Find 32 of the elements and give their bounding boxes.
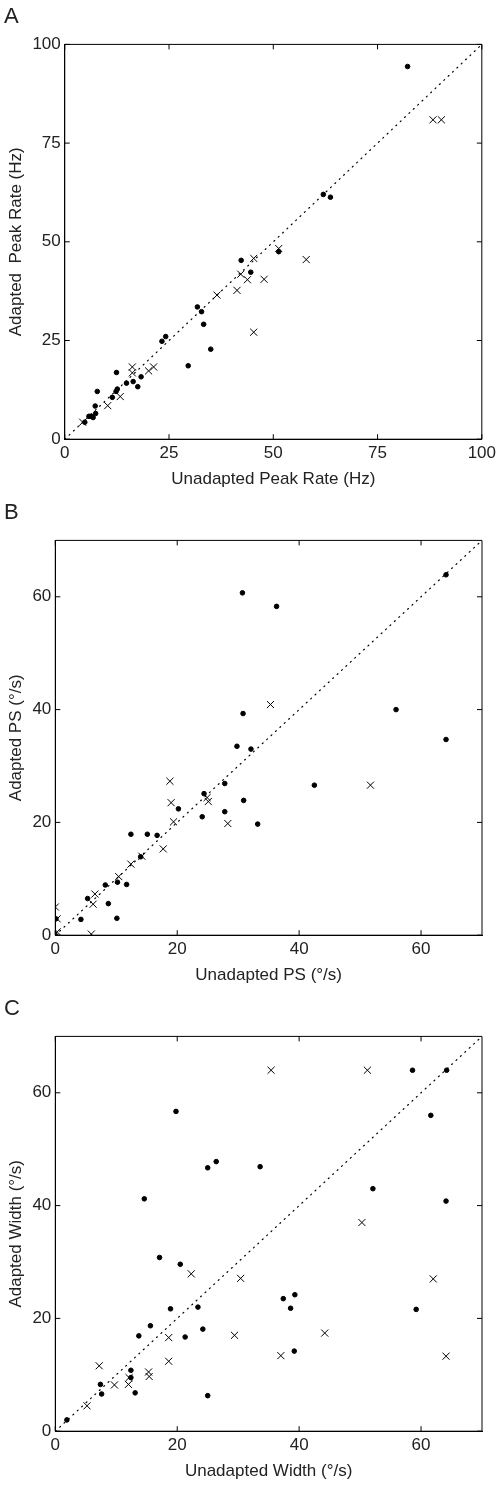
y-tick-label: 50 bbox=[41, 231, 61, 251]
y-tick-label: 60 bbox=[32, 1082, 52, 1102]
chart-title: C bbox=[4, 995, 20, 1021]
y-axis-title: Adapted Width (°/s) bbox=[5, 1160, 25, 1308]
x-axis-title: Unadapted Peak Rate (Hz) bbox=[171, 469, 376, 489]
chart-title: A bbox=[4, 3, 19, 29]
x-tick-label: 75 bbox=[368, 443, 388, 463]
x-axis-title: Unadapted PS (°/s) bbox=[195, 965, 342, 985]
x-tick-label: 60 bbox=[411, 1435, 431, 1455]
y-tick-label: 0 bbox=[41, 1420, 52, 1440]
x-tick-label: 100 bbox=[467, 443, 497, 463]
y-tick-label: 0 bbox=[51, 428, 61, 448]
y-tick-label: 20 bbox=[32, 812, 52, 832]
y-axis-title: Adapted Peak Rate (Hz) bbox=[5, 147, 25, 337]
y-tick-label: 20 bbox=[32, 1308, 52, 1328]
x-tick-label: 25 bbox=[159, 443, 179, 463]
x-tick-label: 50 bbox=[263, 443, 283, 463]
x-tick-label: 40 bbox=[289, 1435, 309, 1455]
x-tick-label: 20 bbox=[167, 939, 187, 959]
y-tick-label: 40 bbox=[32, 1195, 52, 1215]
y-tick-label: 25 bbox=[41, 330, 61, 350]
y-tick-label: 100 bbox=[32, 34, 61, 54]
y-tick-label: 40 bbox=[32, 699, 52, 719]
y-axis-title: Adapted PS (°/s) bbox=[5, 674, 25, 802]
y-tick-label: 60 bbox=[32, 586, 52, 606]
x-tick-label: 60 bbox=[411, 939, 431, 959]
x-axis-title: Unadapted Width (°/s) bbox=[184, 1461, 353, 1481]
x-tick-label: 20 bbox=[167, 1435, 187, 1455]
x-tick-label: 40 bbox=[289, 939, 309, 959]
y-tick-label: 75 bbox=[41, 132, 61, 152]
chart-title: B bbox=[4, 499, 19, 525]
y-tick-label: 0 bbox=[41, 924, 52, 944]
